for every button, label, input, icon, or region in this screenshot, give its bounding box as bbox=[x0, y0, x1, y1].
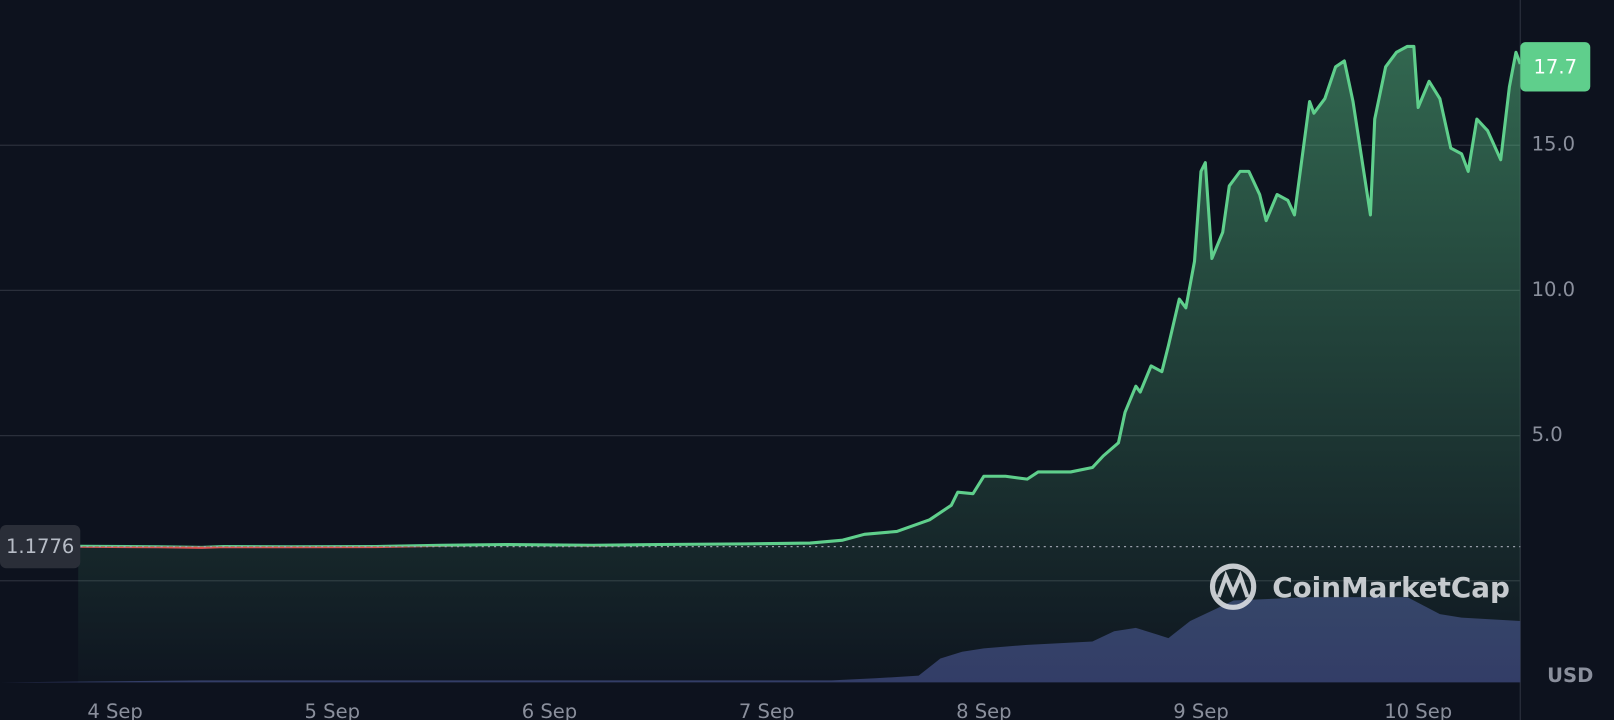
price-line bbox=[78, 44, 1521, 547]
watermark-logo-mark bbox=[1216, 570, 1250, 599]
price-area bbox=[78, 46, 1521, 683]
x-tick-label: 6 Sep bbox=[522, 700, 578, 720]
x-tick-label: 9 Sep bbox=[1173, 700, 1229, 720]
x-tick-label: 10 Sep bbox=[1384, 700, 1452, 720]
unit-label: USD bbox=[1547, 664, 1593, 687]
x-tick-label: 4 Sep bbox=[87, 700, 143, 720]
y-tick-label: 10.0 bbox=[1532, 278, 1576, 301]
x-tick-label: 7 Sep bbox=[739, 700, 795, 720]
watermark-logo bbox=[1209, 563, 1257, 610]
reference-label-box bbox=[0, 524, 81, 569]
reference-label: 1.1776 bbox=[6, 535, 74, 558]
x-tick-label: 5 Sep bbox=[305, 700, 361, 720]
y-tick-label: 15.0 bbox=[1532, 133, 1576, 156]
x-tick-label: 8 Sep bbox=[956, 700, 1012, 720]
current-price-label: 17.7 bbox=[1534, 55, 1578, 78]
current-price-box bbox=[1520, 42, 1591, 92]
y-tick-label: 5.0 bbox=[1532, 423, 1563, 446]
watermark: CoinMarketCap bbox=[1209, 563, 1510, 610]
watermark-text: CoinMarketCap bbox=[1272, 571, 1510, 604]
